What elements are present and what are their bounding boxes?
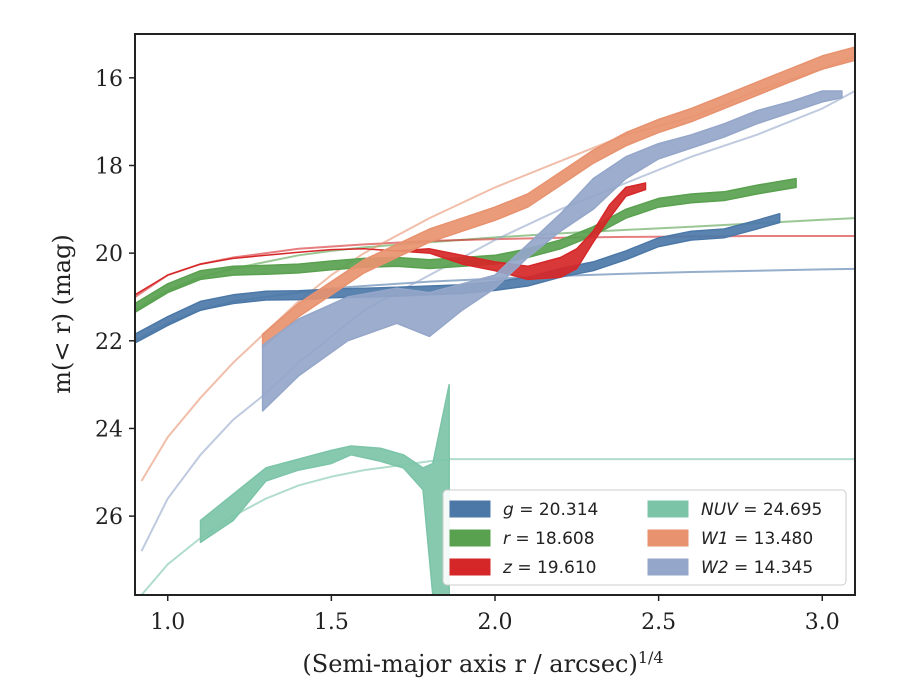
data-bands — [134, 46, 856, 596]
legend-label-4: W1 = 13.480 — [701, 529, 813, 549]
legend-var: z — [502, 558, 513, 578]
legend-var: W2 — [701, 558, 729, 578]
legend-label-0: g = 20.314 — [503, 500, 598, 520]
legend-var: NUV — [701, 500, 739, 520]
legend-var: g — [503, 500, 514, 520]
y-tick-label: 16 — [95, 67, 123, 92]
legend-val: = 18.608 — [510, 529, 595, 549]
legend-label-5: W2 = 14.345 — [701, 558, 813, 578]
y-axis-ticks: 16 18 20 22 24 26 — [95, 67, 135, 530]
y-tick-label: 24 — [95, 417, 123, 442]
legend-swatch-0 — [449, 500, 491, 518]
x-tick-label: 2.0 — [478, 610, 513, 635]
y-axis-label: m(< r) (mag) — [48, 234, 76, 393]
y-tick-label: 20 — [95, 242, 123, 267]
x-tick-label: 1.5 — [314, 610, 349, 635]
legend-val: = 19.610 — [512, 558, 597, 578]
legend-var: W1 — [701, 529, 729, 549]
legend-val: = 14.345 — [729, 558, 814, 578]
legend-val: = 13.480 — [729, 529, 814, 549]
legend-swatch-5 — [647, 558, 689, 576]
x-tick-label: 2.5 — [641, 610, 676, 635]
legend-val: = 24.695 — [738, 500, 823, 520]
legend-swatch-2 — [449, 558, 491, 576]
x-tick-label: 1.0 — [150, 610, 185, 635]
y-tick-label: 26 — [95, 505, 123, 530]
legend-swatch-1 — [449, 529, 491, 547]
legend-label-2: z = 19.610 — [502, 558, 596, 578]
data-band-0 — [134, 212, 781, 344]
y-tick-label: 22 — [95, 330, 123, 355]
x-axis-ticks: 1.0 1.5 2.0 2.5 3.0 — [150, 595, 840, 635]
x-axis-label-exponent: 1/4 — [638, 648, 664, 667]
x-tick-label: 3.0 — [805, 610, 840, 635]
legend-var: r — [503, 529, 511, 549]
data-band-1 — [134, 177, 797, 314]
x-axis-label-text: (Semi-major axis r / arcsec) — [302, 650, 637, 678]
legend-swatch-3 — [647, 500, 689, 518]
legend-label-3: NUV = 24.695 — [701, 500, 822, 520]
y-tick-label: 18 — [95, 154, 123, 179]
x-axis-label: (Semi-major axis r / arcsec)1/4 — [302, 648, 663, 678]
data-band-5 — [261, 90, 843, 412]
legend-label-1: r = 18.608 — [503, 529, 595, 549]
legend-frame — [442, 489, 847, 586]
legend-swatch-4 — [647, 529, 689, 547]
legend-val: = 20.314 — [514, 500, 599, 520]
